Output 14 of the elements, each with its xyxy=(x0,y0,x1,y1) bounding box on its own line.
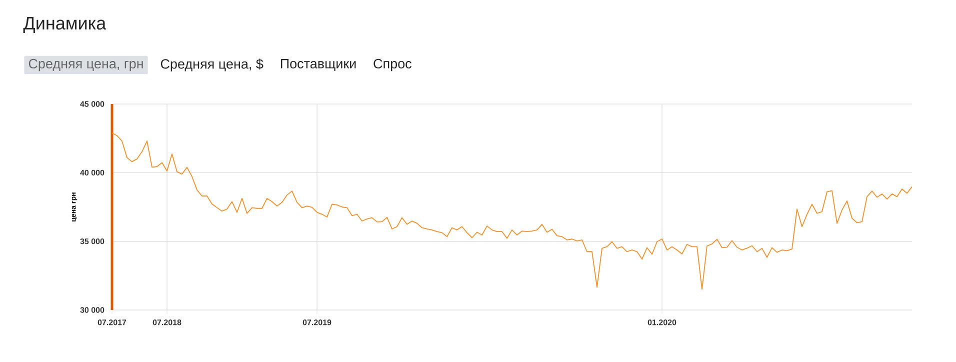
text: Средняя цена, $ xyxy=(160,58,264,72)
text: Поставщики xyxy=(280,59,356,71)
y-tick-label: 35 000 xyxy=(80,238,104,244)
y-tick-label: 30 000 xyxy=(80,307,104,313)
text: Средняя цена, грн xyxy=(28,58,143,72)
line-series xyxy=(112,132,912,290)
chart-title: Динамика xyxy=(23,17,106,33)
y-tick-label: 45 000 xyxy=(80,101,104,107)
x-tick-label: 01.2020 xyxy=(648,320,676,326)
text: Спрос xyxy=(374,58,412,72)
x-tick-label: 07.2018 xyxy=(152,320,182,326)
x-tick-label: 07.2019 xyxy=(302,320,332,326)
x-tick-label: 07.2017 xyxy=(98,320,126,326)
y-tick-label: 40 000 xyxy=(80,170,104,176)
